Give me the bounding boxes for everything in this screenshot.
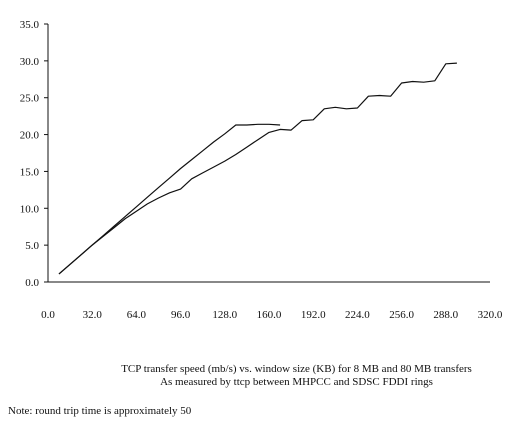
x-tick-label: 128.0 [212, 309, 237, 321]
x-tick-label: 320.0 [478, 309, 503, 321]
x-tick-label: 288.0 [433, 309, 458, 321]
y-tick-label: 0.0 [25, 277, 39, 289]
chart-note: Note: round trip time is approximately 5… [8, 405, 192, 417]
x-tick-label: 96.0 [171, 309, 191, 321]
y-tick-label: 15.0 [20, 166, 40, 178]
x-tick-label: 256.0 [389, 309, 414, 321]
y-tick-label: 30.0 [20, 56, 40, 68]
x-tick-label: 32.0 [83, 309, 103, 321]
chart-series [58, 62, 457, 275]
chart-axes [47, 24, 490, 283]
y-tick-label: 10.0 [20, 203, 40, 215]
y-tick-label: 20.0 [20, 130, 40, 142]
x-tick-label: 0.0 [41, 309, 55, 321]
chart-ticks: 0.0 5.0 10.0 15.0 20.0 25.0 30.0 35.0 0.0 32.0 64.… [20, 19, 503, 321]
y-tick-label: 25.0 [20, 93, 40, 105]
chart-caption-line-2: As measured by ttcp between MHPCC and SD… [160, 376, 433, 388]
series-line-2 [58, 62, 457, 275]
x-tick-label: 64.0 [127, 309, 147, 321]
chart-caption-line-1: TCP transfer speed (mb/s) vs. window siz… [121, 363, 472, 375]
x-tick-label: 224.0 [345, 309, 370, 321]
x-tick-label: 160.0 [257, 309, 282, 321]
x-tick-label: 192.0 [301, 309, 326, 321]
y-tick-label: 35.0 [20, 19, 40, 31]
y-tick-label: 5.0 [25, 240, 39, 252]
chart-svg: 0.0 5.0 10.0 15.0 20.0 25.0 30.0 35.0 0.0 32.0 64.… [20, 19, 503, 321]
